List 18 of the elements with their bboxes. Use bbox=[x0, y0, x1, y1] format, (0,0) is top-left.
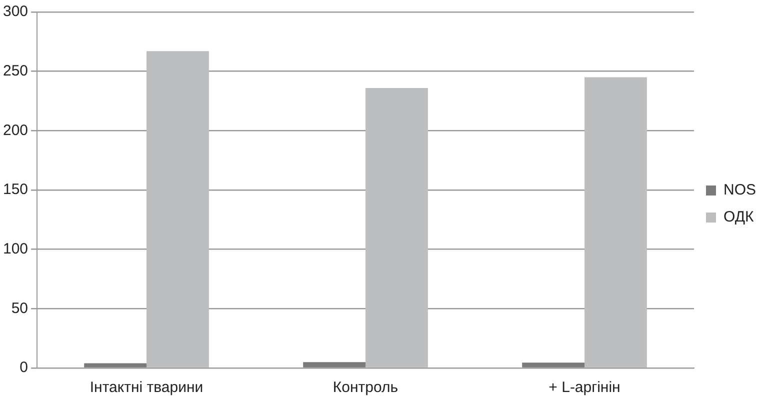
x-tick-label: + L-аргінін bbox=[548, 379, 620, 396]
x-tick-label: Інтактні тварини bbox=[90, 379, 204, 396]
bar bbox=[366, 88, 428, 368]
legend-label: NOS bbox=[723, 182, 756, 199]
y-tick-label: 150 bbox=[2, 181, 28, 198]
bar bbox=[84, 363, 147, 368]
y-tick-label: 100 bbox=[2, 240, 28, 258]
y-tick-label: 300 bbox=[2, 3, 28, 20]
y-tick-label: 50 bbox=[11, 300, 28, 317]
bar bbox=[146, 51, 209, 368]
x-tick-label: Контроль bbox=[332, 379, 398, 396]
y-tick-label: 0 bbox=[20, 359, 28, 376]
bar bbox=[303, 362, 366, 368]
y-tick-label: 250 bbox=[2, 62, 28, 80]
bar bbox=[584, 77, 647, 368]
legend-label: ОДК bbox=[723, 208, 754, 226]
y-tick-label: 200 bbox=[2, 122, 28, 139]
bar bbox=[522, 362, 584, 368]
